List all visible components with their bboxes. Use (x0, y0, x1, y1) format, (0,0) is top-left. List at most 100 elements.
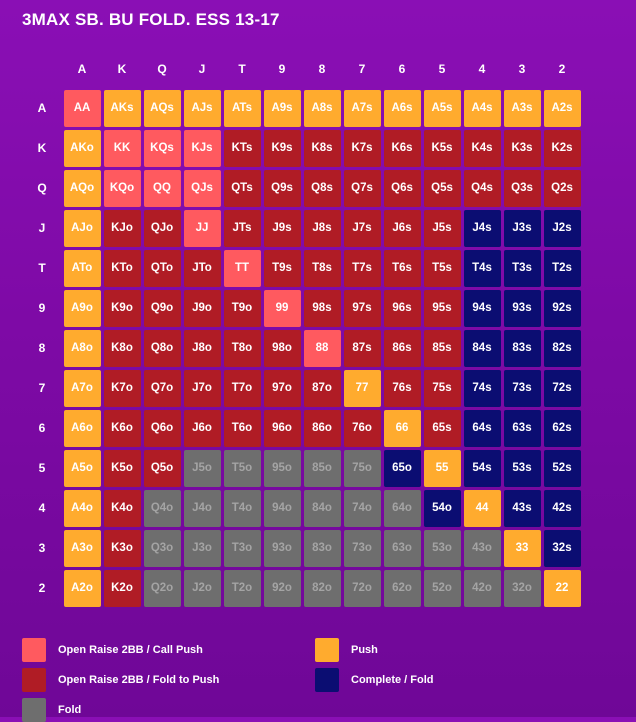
hand-cell: KQs (143, 129, 181, 167)
hand-cell: 32o (503, 569, 541, 607)
legend-item: Push (315, 638, 378, 662)
hand-cell: 88 (303, 329, 341, 367)
column-header-k: K (117, 62, 127, 76)
hand-cell: K8o (103, 329, 141, 367)
hand-cell: Q7s (343, 169, 381, 207)
hand-cell: A5o (63, 449, 101, 487)
hand-cell: T4s (463, 249, 501, 287)
legend-swatch (315, 668, 339, 692)
hand-cell: QTs (223, 169, 261, 207)
hand-cell: J5s (423, 209, 461, 247)
hand-cell: K4o (103, 489, 141, 527)
hand-cell: A6o (63, 409, 101, 447)
hand-cell: 73o (343, 529, 381, 567)
hand-cell: AQo (63, 169, 101, 207)
hand-cell: 84s (463, 329, 501, 367)
row-header-q: Q (37, 181, 47, 195)
hand-cell: 95s (423, 289, 461, 327)
hand-cell: 83o (303, 529, 341, 567)
hand-cell: T6s (383, 249, 421, 287)
hand-cell: 75o (343, 449, 381, 487)
hand-cell: 83s (503, 329, 541, 367)
row-header-2: 2 (38, 581, 46, 595)
hand-cell: 93s (503, 289, 541, 327)
hand-cell: KJs (183, 129, 221, 167)
column-header-5: 5 (438, 62, 446, 76)
hand-cell: Q9s (263, 169, 301, 207)
hand-cell: K3s (503, 129, 541, 167)
hand-cell: 22 (543, 569, 581, 607)
hand-cell: 85o (303, 449, 341, 487)
hand-cell: K2s (543, 129, 581, 167)
hand-cell: 94s (463, 289, 501, 327)
hand-cell: T2s (543, 249, 581, 287)
hand-cell: 96o (263, 409, 301, 447)
hand-cell: QJs (183, 169, 221, 207)
hand-cell: 92o (263, 569, 301, 607)
hand-cell: QQ (143, 169, 181, 207)
hand-cell: A7o (63, 369, 101, 407)
hand-cell: KQo (103, 169, 141, 207)
hand-cell: T8o (223, 329, 261, 367)
column-header-q: Q (157, 62, 167, 76)
row-header-j: J (38, 221, 46, 235)
hand-cell: K8s (303, 129, 341, 167)
hand-cell: 52s (543, 449, 581, 487)
column-header-2: 2 (558, 62, 566, 76)
column-header-a: A (77, 62, 87, 76)
column-header-j: J (198, 62, 206, 76)
hand-cell: 95o (263, 449, 301, 487)
hand-cell: 96s (383, 289, 421, 327)
hand-cell: 76o (343, 409, 381, 447)
hand-cell: 44 (463, 489, 501, 527)
hand-cell: J9s (263, 209, 301, 247)
row-header-6: 6 (38, 421, 46, 435)
hand-cell: Q6s (383, 169, 421, 207)
hand-cell: A8o (63, 329, 101, 367)
hand-cell: 32s (543, 529, 581, 567)
hand-cell: 99 (263, 289, 301, 327)
hand-cell: Q5s (423, 169, 461, 207)
column-header-4: 4 (478, 62, 486, 76)
hand-cell: 62s (543, 409, 581, 447)
hand-cell: 43s (503, 489, 541, 527)
hand-cell: 65o (383, 449, 421, 487)
hand-cell: KTo (103, 249, 141, 287)
column-header-8: 8 (318, 62, 326, 76)
hand-cell: T9o (223, 289, 261, 327)
hand-cell: A2s (543, 89, 581, 127)
hand-cell: Q3o (143, 529, 181, 567)
hand-cell: 74o (343, 489, 381, 527)
hand-cell: 53s (503, 449, 541, 487)
row-header-5: 5 (38, 461, 46, 475)
hand-cell: A9s (263, 89, 301, 127)
hand-cell: JTo (183, 249, 221, 287)
hand-cell: Q8o (143, 329, 181, 367)
hand-cell: QTo (143, 249, 181, 287)
hand-cell: K4s (463, 129, 501, 167)
hand-cell: T8s (303, 249, 341, 287)
hand-cell: Q5o (143, 449, 181, 487)
hand-cell: AJs (183, 89, 221, 127)
hand-cell: KTs (223, 129, 261, 167)
hand-cell: AKo (63, 129, 101, 167)
hand-cell: 87s (343, 329, 381, 367)
hand-cell: 84o (303, 489, 341, 527)
hand-cell: 76s (383, 369, 421, 407)
legend-item: Open Raise 2BB / Fold to Push (22, 668, 219, 692)
column-header-7: 7 (358, 62, 366, 76)
hand-cell: K7o (103, 369, 141, 407)
hand-cell: 94o (263, 489, 301, 527)
hand-cell: T3s (503, 249, 541, 287)
hand-cell: Q2o (143, 569, 181, 607)
row-header-3: 3 (38, 541, 46, 555)
hand-cell: A3s (503, 89, 541, 127)
hand-cell: J3s (503, 209, 541, 247)
hand-cell: 86s (383, 329, 421, 367)
legend-label: Open Raise 2BB / Fold to Push (58, 674, 220, 686)
hand-cell: J4o (183, 489, 221, 527)
hand-cell: Q9o (143, 289, 181, 327)
hand-cell: 97s (343, 289, 381, 327)
hand-cell: 33 (503, 529, 541, 567)
hand-cell: 53o (423, 529, 461, 567)
